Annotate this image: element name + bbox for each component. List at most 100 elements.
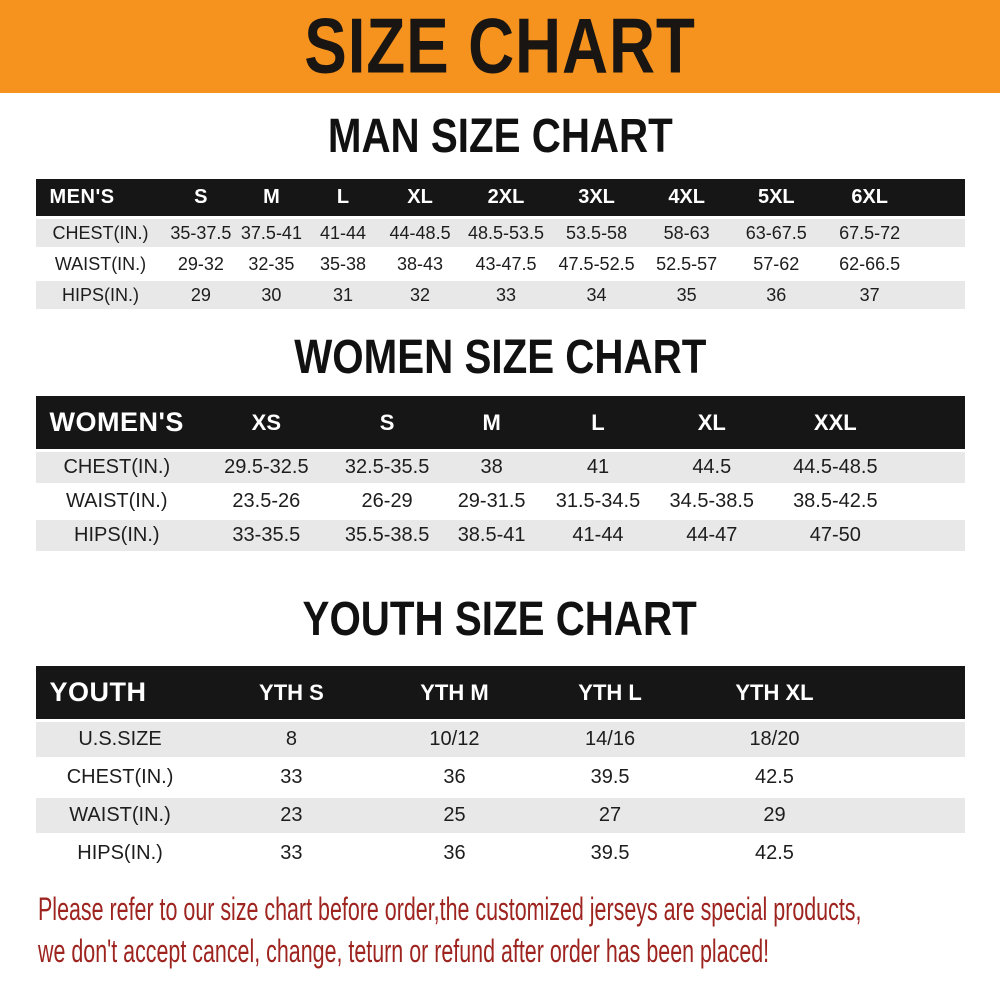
page-title-text: SIZE CHART <box>304 2 696 90</box>
size-table-header-row: WOMEN'S XS S M L XL XXL <box>35 396 965 452</box>
table-corner-label: WOMEN'S <box>35 396 199 452</box>
table-row: CHEST(IN.) 35-37.5 37.5-41 41-44 44-48.5 48.5… <box>35 219 965 250</box>
size-value: 33-35.5 <box>198 520 335 554</box>
size-value: 33 <box>204 836 379 874</box>
size-value: 39.5 <box>530 836 690 874</box>
size-column-header: 6XL <box>821 179 918 219</box>
youth-size-table: YOUTH YTH S YTH M YTH L YTH XL U.S.SIZE 8 10/12… <box>35 666 965 874</box>
size-column-header: YTH S <box>204 666 379 722</box>
size-value: 52.5-57 <box>642 250 732 281</box>
size-value: 35-37.5 <box>165 219 237 250</box>
size-value: 35.5-38.5 <box>334 520 440 554</box>
size-value: 32 <box>379 281 461 312</box>
youth-section-heading: YOUTH SIZE CHART <box>0 596 1000 644</box>
size-value: 23.5-26 <box>198 486 335 520</box>
size-value: 62-66.5 <box>821 250 918 281</box>
table-corner-label: MEN'S <box>35 179 166 219</box>
size-value: 32-35 <box>236 250 307 281</box>
banner: SIZE CHART <box>0 0 1000 93</box>
section-youth: YOUTH SIZE CHART YOUTH YTH S YTH M YTH L YTH… <box>0 596 1000 874</box>
size-value: 29.5-32.5 <box>198 452 335 486</box>
women-size-table: WOMEN'S XS S M L XL XXL CHEST(IN.) 29.5-32.5 32.5… <box>35 396 965 554</box>
size-column-header: M <box>236 179 307 219</box>
size-value: 44.5-48.5 <box>771 452 900 486</box>
size-chart-page: SIZE CHART MAN SIZE CHART MEN'S S M L XL 2XL 3… <box>0 0 1000 972</box>
table-row: HIPS(IN.) 33-35.5 35.5-38.5 38.5-41 41-44 44-… <box>35 520 965 554</box>
measure-label: U.S.SIZE <box>35 722 205 760</box>
size-value: 38 <box>439 452 544 486</box>
size-column-header: S <box>165 179 237 219</box>
size-value: 42.5 <box>689 836 860 874</box>
size-value: 38-43 <box>379 250 461 281</box>
size-value: 36 <box>731 281 822 312</box>
size-value: 31.5-34.5 <box>543 486 653 520</box>
size-value: 41-44 <box>306 219 380 250</box>
size-column-header: YTH M <box>378 666 531 722</box>
header-filler <box>899 396 965 452</box>
disclaimer-line-1-text: Please refer to our size chart before or… <box>38 891 862 927</box>
size-value: 26-29 <box>334 486 440 520</box>
header-filler <box>859 666 965 722</box>
size-column-header: 3XL <box>551 179 643 219</box>
filler-cell <box>899 486 965 520</box>
table-row: CHEST(IN.) 29.5-32.5 32.5-35.5 38 41 44.5 44.5… <box>35 452 965 486</box>
size-column-header: XL <box>652 396 772 452</box>
size-value: 29-31.5 <box>439 486 544 520</box>
size-charts: MAN SIZE CHART MEN'S S M L XL 2XL 3XL 4XL 5XL 6XL… <box>0 113 1000 874</box>
table-row: HIPS(IN.) 33 36 39.5 42.5 <box>35 836 965 874</box>
table-row: U.S.SIZE 8 10/12 14/16 18/20 <box>35 722 965 760</box>
measure-label: HIPS(IN.) <box>35 281 166 312</box>
measure-label: CHEST(IN.) <box>35 219 166 250</box>
size-table-header-row: YOUTH YTH S YTH M YTH L YTH XL <box>35 666 965 722</box>
size-value: 36 <box>378 836 531 874</box>
women-section-heading: WOMEN SIZE CHART <box>0 334 1000 382</box>
size-value: 67.5-72 <box>821 219 918 250</box>
filler-cell <box>917 250 965 281</box>
measure-label: WAIST(IN.) <box>35 250 166 281</box>
size-value: 29 <box>689 798 860 836</box>
filler-cell <box>859 836 965 874</box>
disclaimer: Please refer to our size chart before or… <box>38 888 1000 972</box>
size-column-header: YTH XL <box>689 666 860 722</box>
youth-heading-text: YOUTH SIZE CHART <box>302 593 698 646</box>
table-row: HIPS(IN.) 29 30 31 32 33 34 35 36 37 <box>35 281 965 312</box>
size-value: 34.5-38.5 <box>652 486 772 520</box>
size-value: 23 <box>204 798 379 836</box>
size-value: 29 <box>165 281 237 312</box>
size-column-header: XS <box>198 396 335 452</box>
table-corner-label: YOUTH <box>35 666 205 722</box>
filler-cell <box>899 520 965 554</box>
section-men: MAN SIZE CHART MEN'S S M L XL 2XL 3XL 4XL 5XL 6XL… <box>0 113 1000 312</box>
size-column-header: 4XL <box>642 179 732 219</box>
size-value: 41-44 <box>543 520 653 554</box>
filler-cell <box>859 760 965 798</box>
size-value: 35-38 <box>306 250 380 281</box>
size-value: 57-62 <box>731 250 822 281</box>
size-column-header: 2XL <box>460 179 552 219</box>
measure-label: WAIST(IN.) <box>35 798 205 836</box>
men-section-heading: MAN SIZE CHART <box>0 113 1000 161</box>
disclaimer-line-1: Please refer to our size chart before or… <box>38 888 1000 930</box>
size-column-header: YTH L <box>530 666 690 722</box>
size-value: 44-48.5 <box>379 219 461 250</box>
size-column-header: S <box>334 396 440 452</box>
filler-cell <box>917 281 965 312</box>
size-value: 31 <box>306 281 380 312</box>
size-value: 38.5-41 <box>439 520 544 554</box>
size-value: 30 <box>236 281 307 312</box>
section-women: WOMEN SIZE CHART WOMEN'S XS S M L XL XXL CHEST(… <box>0 334 1000 554</box>
measure-label: HIPS(IN.) <box>35 520 199 554</box>
size-column-header: M <box>439 396 544 452</box>
size-value: 10/12 <box>378 722 531 760</box>
size-value: 33 <box>204 760 379 798</box>
size-value: 36 <box>378 760 531 798</box>
size-value: 29-32 <box>165 250 237 281</box>
size-value: 58-63 <box>642 219 732 250</box>
measure-label: CHEST(IN.) <box>35 452 199 486</box>
size-value: 34 <box>551 281 643 312</box>
size-value: 42.5 <box>689 760 860 798</box>
size-value: 44.5 <box>652 452 772 486</box>
size-value: 14/16 <box>530 722 690 760</box>
size-column-header: L <box>306 179 380 219</box>
size-value: 33 <box>460 281 552 312</box>
